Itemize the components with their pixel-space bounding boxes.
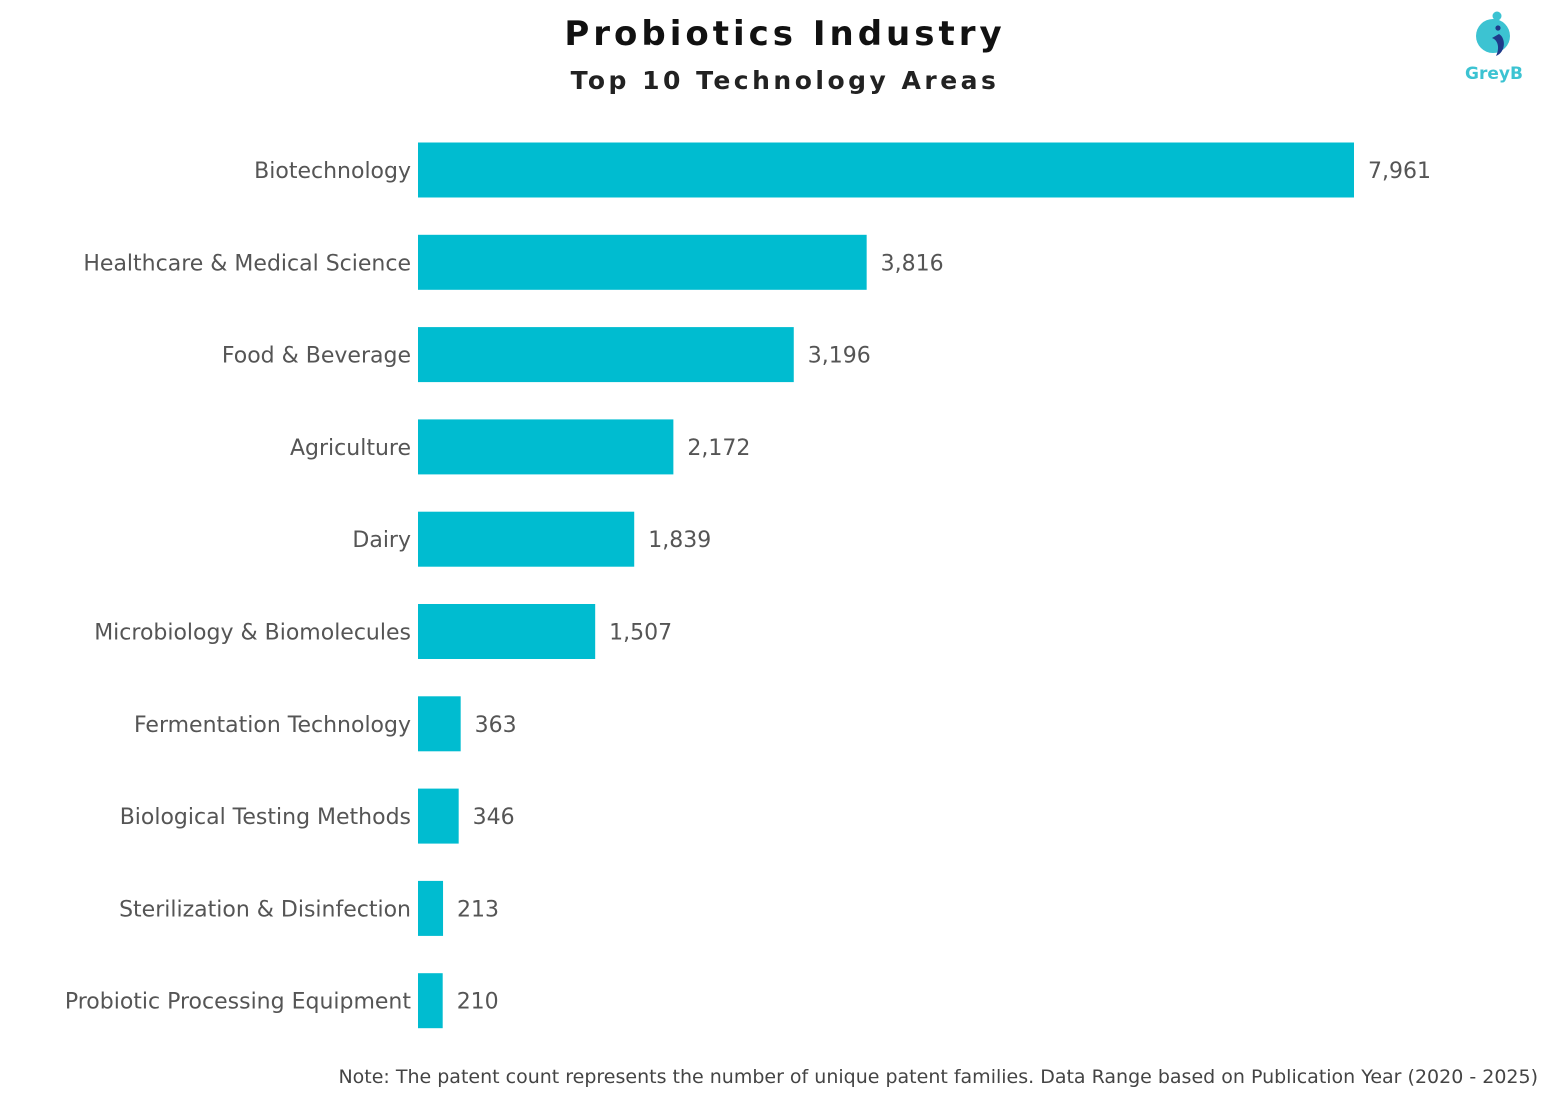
bar xyxy=(418,604,596,659)
category-label: Microbiology & Biomolecules xyxy=(94,621,411,646)
chart-title: Probiotics Industry xyxy=(564,14,1006,54)
value-label: 346 xyxy=(473,805,515,830)
bar xyxy=(418,511,635,567)
category-label: Healthcare & Medical Science xyxy=(83,251,411,276)
bar xyxy=(418,973,443,1029)
category-label: Agriculture xyxy=(290,436,411,461)
value-label: 1,507 xyxy=(609,621,672,646)
bar xyxy=(418,419,674,475)
greyb-logo-icon xyxy=(1476,11,1510,56)
category-label: Dairy xyxy=(352,528,411,553)
category-label: Fermentation Technology xyxy=(134,713,411,738)
bar xyxy=(418,880,444,936)
bar xyxy=(418,696,461,752)
logo-text: GreyB xyxy=(1465,64,1523,84)
value-label: 7,961 xyxy=(1368,159,1431,184)
value-label: 210 xyxy=(457,990,499,1015)
category-label: Food & Beverage xyxy=(222,344,411,369)
value-label: 1,839 xyxy=(648,528,711,553)
value-label: 2,172 xyxy=(687,436,750,461)
bar xyxy=(418,327,794,383)
category-label: Biological Testing Methods xyxy=(120,805,411,830)
bar xyxy=(418,142,1354,198)
value-label: 363 xyxy=(475,713,517,738)
category-label: Sterilization & Disinfection xyxy=(119,897,411,922)
category-label: Biotechnology xyxy=(254,159,411,184)
value-label: 3,816 xyxy=(881,251,944,276)
footnote: Note: The patent count represents the nu… xyxy=(338,1066,1538,1088)
chart-subtitle: Top 10 Technology Areas xyxy=(570,66,1000,95)
greyb-logo: GreyB xyxy=(1462,8,1526,88)
category-label: Probiotic Processing Equipment xyxy=(65,990,412,1015)
value-label: 3,196 xyxy=(808,344,871,369)
bar xyxy=(418,234,867,290)
value-label: 213 xyxy=(457,897,499,922)
bar xyxy=(418,788,459,844)
